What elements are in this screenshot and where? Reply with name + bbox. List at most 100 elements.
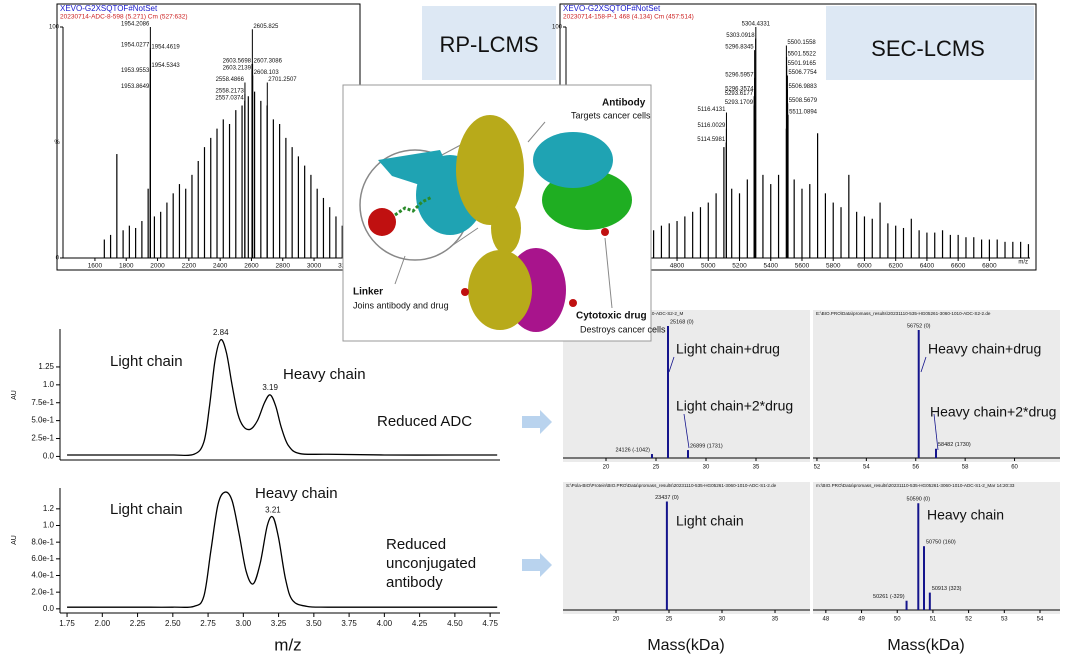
y-axis-label: AU: [11, 390, 18, 400]
peak-label: 5501.9165: [788, 61, 817, 67]
peak-label: 56752 (0): [907, 323, 931, 329]
peak-label: 5116.0029: [697, 123, 726, 129]
spectrum-title: XEVO-G2XSQTOF#NotSet: [60, 4, 158, 13]
drug: [461, 288, 469, 296]
x-tick-label: 4.50: [447, 619, 463, 628]
y-tick-label: 0.0: [43, 604, 55, 613]
peak-label: 1953.9553: [121, 68, 150, 74]
heavy-chain: [456, 115, 524, 225]
x-tick-label: 3.75: [341, 619, 357, 628]
panel: [813, 482, 1060, 614]
y-tick-label: 1.2: [43, 504, 55, 513]
x-axis-label: m/z: [274, 635, 301, 654]
heavy-chain: [468, 250, 532, 330]
linker: [394, 195, 433, 217]
peak-label: 5114.5981: [697, 137, 726, 143]
peak-label: 50590 (0): [907, 497, 931, 503]
annotation: Heavy chain: [255, 485, 338, 502]
y-axis-label: AU: [11, 535, 18, 545]
peak-label: 5296.3574: [725, 86, 754, 92]
peak-label: 2701.2507: [268, 77, 297, 83]
label-text: Joins antibody and drug: [353, 300, 449, 310]
peak-label: 50913 (323): [932, 586, 962, 592]
x-tick-label: 30: [703, 465, 710, 471]
y-tick-label: 6.0e-1: [31, 554, 54, 563]
peak-label: 58482 (1730): [938, 442, 971, 448]
x-tick-label: 50: [894, 617, 901, 623]
arrows: [522, 410, 552, 577]
peak-label: 50750 (160): [926, 540, 956, 546]
annotation: Heavy chain+2*drug: [930, 404, 1056, 420]
label-box: [422, 6, 556, 80]
peak-label: 2603.5698: [223, 59, 252, 65]
annotation: Light chain: [110, 501, 183, 518]
panel: [563, 482, 810, 614]
x-tick-label: 3000: [307, 263, 322, 270]
label-title: Antibody: [602, 98, 646, 109]
peak-label: 3.21: [265, 505, 281, 514]
x-tick-label: 35: [753, 465, 760, 471]
x-tick-label: 49: [858, 617, 865, 623]
annotation: Light chain: [676, 513, 744, 529]
peak-label: 50261 (-329): [873, 594, 905, 600]
x-tick-label: 25: [653, 465, 660, 471]
y-tick-label: 100: [552, 25, 563, 31]
peak-label: 5501.5522: [788, 52, 817, 58]
peak-label: 1954.5343: [151, 63, 180, 69]
peak-label: 23437 (0): [655, 495, 679, 501]
label-title: Cytotoxic drug: [576, 311, 647, 322]
x-tick-label: 52: [965, 617, 972, 623]
y-tick-label: 100: [49, 25, 60, 31]
peak-label: 2557.0374: [215, 95, 244, 101]
peak-label: 3.19: [262, 383, 278, 392]
peak-label: 5506.7754: [788, 70, 817, 76]
x-tick-label: 2000: [150, 263, 165, 270]
x-tick-label: 35: [772, 617, 779, 623]
y-tick-label: 5.0e-1: [31, 416, 54, 425]
pointer: [683, 413, 690, 449]
peak-label: 2605.825: [253, 24, 279, 30]
x-tick-label: 4.75: [482, 619, 498, 628]
method-label: RP-LCMS: [439, 32, 538, 57]
x-tick-label: 6000: [857, 263, 872, 270]
x-tick-label: 3.00: [236, 619, 252, 628]
peak-label: 5303.0918: [726, 33, 755, 39]
hinge: [491, 202, 521, 254]
x-tick-label: 6600: [951, 263, 966, 270]
drug: [601, 228, 609, 236]
peak-label: 5500.1558: [787, 40, 816, 46]
y-tick-label: 8.0e-1: [31, 537, 54, 546]
x-axis-label: Mass(kDa): [887, 637, 964, 654]
x-tick-label: 1600: [88, 263, 103, 270]
x-tick-label: 5800: [826, 263, 841, 270]
x-tick-label: 2.25: [130, 619, 146, 628]
peak-label: 1954.2086: [121, 22, 150, 28]
x-tick-label: 5600: [795, 263, 810, 270]
panel-title: E:\BIO.PRO\Data\promass_results\20231110…: [816, 311, 991, 316]
peak-label: 25168 (0): [670, 319, 694, 325]
method-label: SEC-LCMS: [871, 36, 985, 61]
annotation: Heavy chain: [927, 507, 1004, 523]
x-tick-label: 20: [613, 617, 620, 623]
y-tick-label: 1.0: [43, 521, 55, 530]
drug: [368, 208, 396, 236]
x-tick-label: 5200: [732, 263, 747, 270]
panel-title: S:\Pola-BIO\Protein\BIO.PRO\Data\promass…: [566, 483, 777, 488]
x-tick-label: 3.25: [271, 619, 287, 628]
peak-label: 5506.9883: [788, 84, 817, 90]
pointer: [527, 121, 546, 143]
peak-label: 1953.8649: [121, 84, 150, 90]
trace: [67, 338, 498, 457]
light-chain: [533, 132, 613, 188]
x-tick-label: 6200: [888, 263, 903, 270]
pointer: [394, 255, 406, 285]
x-tick-label: 56: [912, 465, 919, 471]
antibody-diagram: Antibody Targets cancer cells Linker Joi…: [342, 84, 666, 342]
annotation: Light chain: [110, 353, 183, 370]
x-tick-label: 2800: [276, 263, 291, 270]
peak-label: 2558.2173: [216, 89, 245, 95]
x-axis-label: Mass(kDa): [647, 637, 724, 654]
arrow: [522, 553, 552, 577]
x-tick-label: 53: [1001, 617, 1008, 623]
x-tick-label: 2.75: [200, 619, 216, 628]
